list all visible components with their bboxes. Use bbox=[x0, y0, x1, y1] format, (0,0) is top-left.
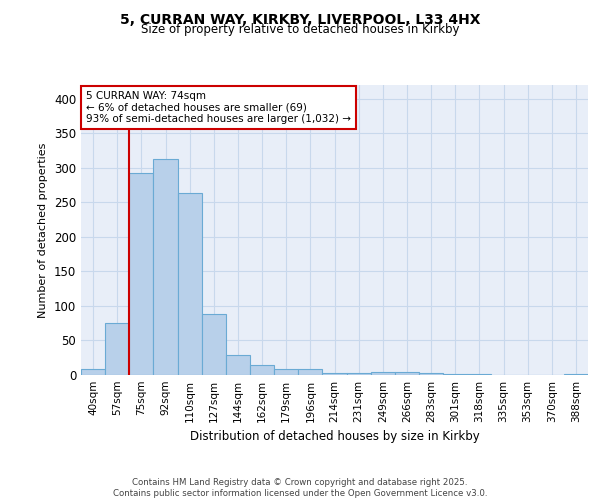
Bar bbox=[81, 370, 105, 375]
Bar bbox=[371, 372, 395, 375]
X-axis label: Distribution of detached houses by size in Kirkby: Distribution of detached houses by size … bbox=[190, 430, 479, 444]
Text: 5 CURRAN WAY: 74sqm
← 6% of detached houses are smaller (69)
93% of semi-detache: 5 CURRAN WAY: 74sqm ← 6% of detached hou… bbox=[86, 91, 351, 124]
Bar bbox=[395, 372, 419, 375]
Bar bbox=[226, 355, 250, 375]
Y-axis label: Number of detached properties: Number of detached properties bbox=[38, 142, 49, 318]
Bar bbox=[274, 369, 298, 375]
Bar bbox=[202, 314, 226, 375]
Bar bbox=[564, 374, 588, 375]
Bar bbox=[105, 323, 129, 375]
Text: Contains HM Land Registry data © Crown copyright and database right 2025.
Contai: Contains HM Land Registry data © Crown c… bbox=[113, 478, 487, 498]
Text: Size of property relative to detached houses in Kirkby: Size of property relative to detached ho… bbox=[141, 22, 459, 36]
Bar bbox=[443, 374, 467, 375]
Bar bbox=[250, 364, 274, 375]
Bar bbox=[419, 373, 443, 375]
Bar bbox=[154, 159, 178, 375]
Bar bbox=[178, 194, 202, 375]
Bar bbox=[322, 373, 347, 375]
Bar bbox=[129, 172, 154, 375]
Bar bbox=[467, 374, 491, 375]
Text: 5, CURRAN WAY, KIRKBY, LIVERPOOL, L33 4HX: 5, CURRAN WAY, KIRKBY, LIVERPOOL, L33 4H… bbox=[120, 12, 480, 26]
Bar bbox=[347, 373, 371, 375]
Bar bbox=[298, 370, 322, 375]
